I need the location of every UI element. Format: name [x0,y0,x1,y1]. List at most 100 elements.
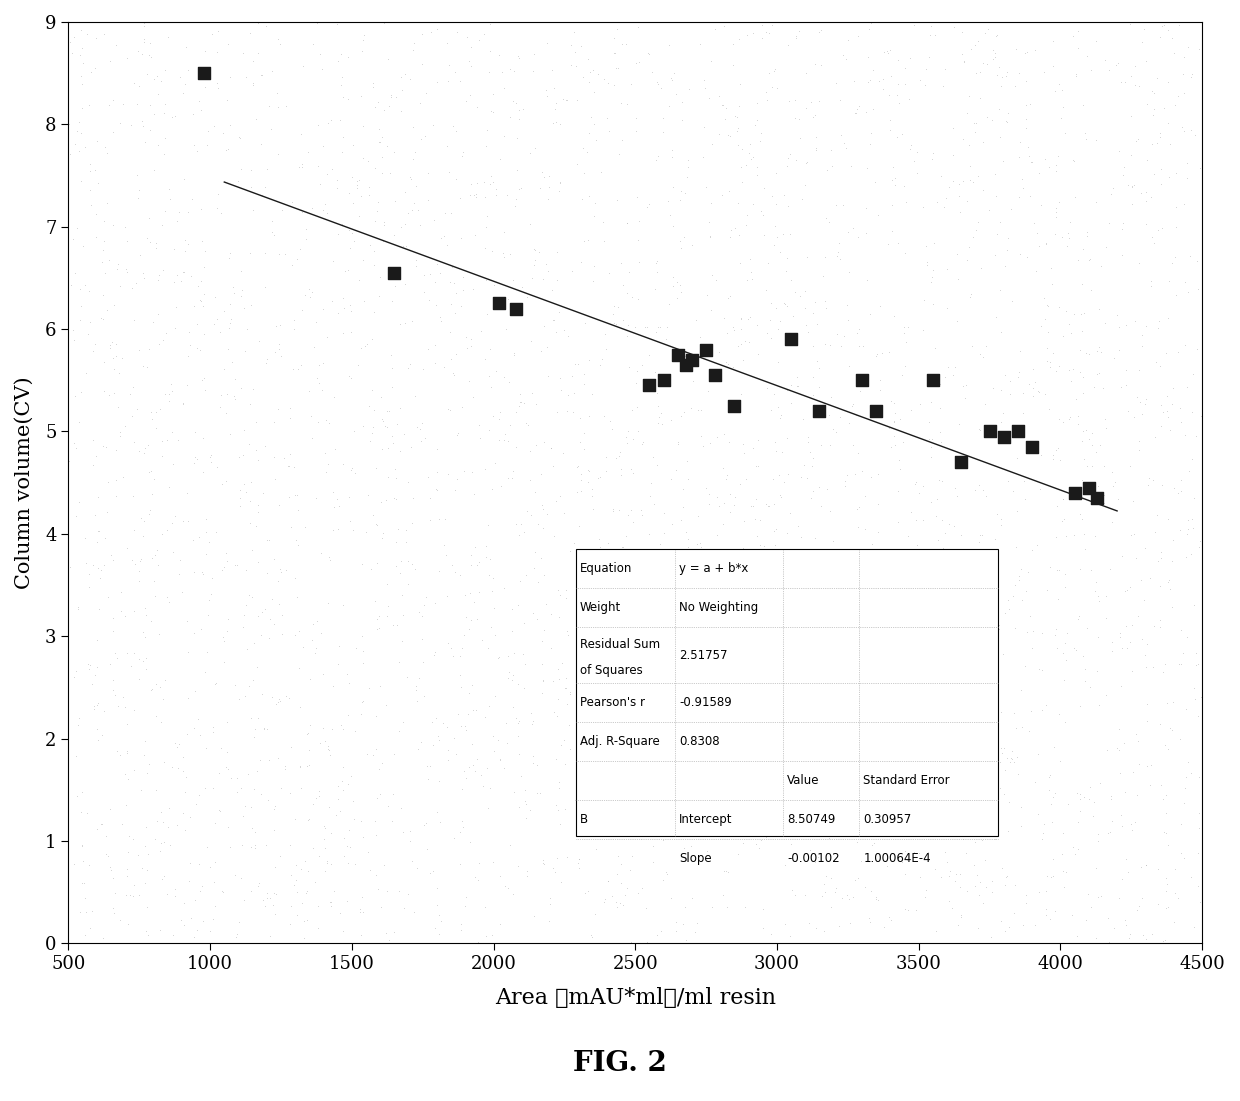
Point [1151,396,1171,414]
Point [1166,286,1185,304]
Point [807,315,827,333]
Point [482,926,502,944]
Point [449,705,469,722]
Point [574,440,594,458]
Point [324,677,343,695]
Point [968,167,988,185]
Point [1189,805,1209,822]
Point [398,359,418,377]
Point [720,229,740,247]
Point [743,438,763,456]
Point [1049,410,1069,427]
Point [869,73,889,90]
Point [826,576,846,593]
Point [1068,22,1087,40]
Point [1002,742,1022,760]
Point [611,460,631,478]
Point [527,610,547,628]
Point [634,815,653,832]
Point [725,108,745,126]
Point [923,575,942,592]
Point [842,562,862,579]
Point [947,313,967,330]
Point [208,79,228,97]
Point [1047,620,1066,637]
Point [1070,803,1090,820]
Point [858,47,878,65]
Point [531,549,551,567]
Point [474,777,494,795]
Point [930,423,950,440]
Point [321,897,341,915]
Point [1154,737,1174,754]
Point [650,408,670,426]
Point [160,385,180,403]
Point [71,124,91,142]
Point [203,909,223,927]
Point [808,478,828,495]
Point [791,852,811,870]
Point [620,794,640,811]
Point [994,876,1014,894]
Point [973,133,993,151]
Point [728,639,748,656]
Point [543,457,563,475]
Point [949,175,968,193]
Point [704,367,724,384]
Point [275,757,295,775]
Point [663,637,683,655]
Point [1090,774,1110,792]
Point [343,195,363,212]
Point [1058,225,1078,242]
Point [440,324,460,341]
Point [372,411,392,428]
Point [572,471,591,489]
Point [200,591,219,609]
Point [769,399,789,416]
Point [485,454,505,471]
Point [301,407,321,425]
Point [339,706,358,723]
Point [347,176,367,194]
Point [382,292,402,309]
Point [771,488,791,505]
Point [365,255,384,273]
Point [315,839,335,857]
Point [494,249,513,266]
Point [1074,304,1094,321]
Point [950,879,970,896]
Point [133,860,153,877]
Point [308,14,327,32]
Point [242,178,262,196]
Point [647,926,667,944]
Point [455,718,475,735]
Point [1029,237,1049,254]
Point [754,919,774,937]
Point [363,746,383,764]
Point [285,569,305,587]
Point [1039,767,1059,785]
Point [1100,62,1120,79]
Point [797,712,817,730]
Point [123,488,143,505]
Point [481,618,501,635]
Point [1035,696,1055,713]
Point [815,732,835,750]
Point [676,356,696,373]
Point [1034,290,1054,307]
Point [164,240,184,258]
Point [72,784,92,802]
Point [157,885,177,903]
Point [570,733,590,751]
Point [180,336,200,353]
Point [574,164,594,182]
Point [81,197,100,215]
Point [94,382,114,400]
Point [973,894,993,912]
Point [972,526,992,544]
Point [427,880,446,897]
Point [523,711,543,729]
Point [508,712,528,730]
Point [1081,457,1101,475]
Point [739,334,759,351]
